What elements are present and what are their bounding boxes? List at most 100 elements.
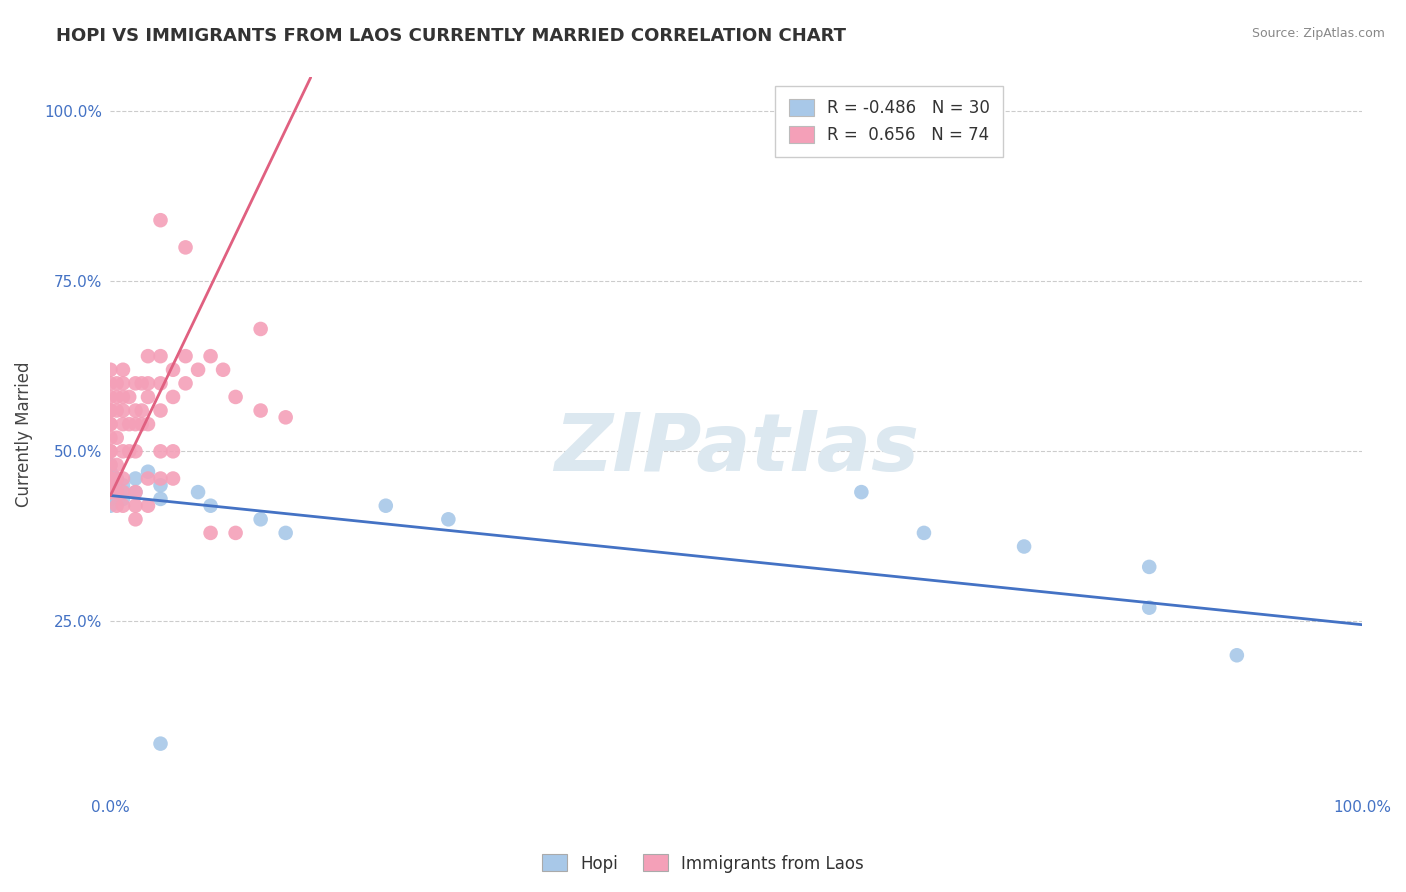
Point	[111, 376, 134, 391]
Point	[111, 471, 134, 485]
Point	[1137, 600, 1160, 615]
Point	[111, 485, 134, 500]
Point	[124, 403, 146, 417]
Point	[437, 512, 460, 526]
Point	[200, 349, 222, 363]
Point	[100, 471, 122, 485]
Point	[131, 376, 153, 391]
Point	[174, 376, 197, 391]
Point	[200, 499, 222, 513]
Point	[1137, 560, 1160, 574]
Point	[124, 485, 146, 500]
Point	[105, 403, 128, 417]
Point	[105, 485, 128, 500]
Point	[131, 403, 153, 417]
Point	[100, 465, 122, 479]
Point	[111, 363, 134, 377]
Point	[100, 485, 122, 500]
Point	[124, 444, 146, 458]
Point	[162, 444, 184, 458]
Point	[162, 390, 184, 404]
Point	[105, 458, 128, 472]
Point	[374, 499, 396, 513]
Point	[100, 403, 122, 417]
Point	[174, 240, 197, 254]
Point	[149, 491, 172, 506]
Point	[100, 363, 122, 377]
Text: HOPI VS IMMIGRANTS FROM LAOS CURRENTLY MARRIED CORRELATION CHART: HOPI VS IMMIGRANTS FROM LAOS CURRENTLY M…	[56, 27, 846, 45]
Point	[249, 512, 271, 526]
Point	[124, 376, 146, 391]
Point	[124, 485, 146, 500]
Point	[225, 525, 247, 540]
Point	[105, 431, 128, 445]
Point	[111, 444, 134, 458]
Point	[124, 512, 146, 526]
Point	[124, 417, 146, 431]
Point	[100, 471, 122, 485]
Point	[249, 403, 271, 417]
Point	[118, 444, 141, 458]
Point	[136, 471, 159, 485]
Point	[124, 471, 146, 485]
Point	[118, 417, 141, 431]
Point	[105, 485, 128, 500]
Point	[149, 444, 172, 458]
Point	[100, 390, 122, 404]
Point	[912, 525, 935, 540]
Point	[100, 471, 122, 485]
Point	[100, 491, 122, 506]
Point	[105, 471, 128, 485]
Point	[118, 390, 141, 404]
Point	[200, 525, 222, 540]
Point	[274, 525, 297, 540]
Point	[149, 737, 172, 751]
Point	[100, 458, 122, 472]
Point	[274, 410, 297, 425]
Point	[162, 471, 184, 485]
Point	[111, 499, 134, 513]
Text: ZIPatlas: ZIPatlas	[554, 409, 918, 488]
Legend: Hopi, Immigrants from Laos: Hopi, Immigrants from Laos	[536, 847, 870, 880]
Point	[100, 417, 122, 431]
Point	[136, 499, 159, 513]
Point	[100, 403, 122, 417]
Point	[249, 322, 271, 336]
Point	[105, 499, 128, 513]
Point	[1012, 540, 1035, 554]
Point	[105, 376, 128, 391]
Point	[149, 478, 172, 492]
Y-axis label: Currently Married: Currently Married	[15, 361, 32, 507]
Point	[225, 390, 247, 404]
Point	[100, 444, 122, 458]
Point	[111, 478, 134, 492]
Point	[174, 349, 197, 363]
Point	[100, 485, 122, 500]
Point	[136, 376, 159, 391]
Point	[149, 471, 172, 485]
Point	[111, 390, 134, 404]
Point	[100, 417, 122, 431]
Point	[105, 390, 128, 404]
Point	[136, 349, 159, 363]
Point	[111, 417, 134, 431]
Point	[105, 485, 128, 500]
Point	[111, 491, 134, 506]
Text: Source: ZipAtlas.com: Source: ZipAtlas.com	[1251, 27, 1385, 40]
Point	[100, 499, 122, 513]
Point	[162, 363, 184, 377]
Point	[136, 465, 159, 479]
Point	[100, 444, 122, 458]
Legend: R = -0.486   N = 30, R =  0.656   N = 74: R = -0.486 N = 30, R = 0.656 N = 74	[775, 86, 1004, 157]
Point	[100, 478, 122, 492]
Point	[100, 376, 122, 391]
Point	[149, 213, 172, 227]
Point	[105, 471, 128, 485]
Point	[149, 403, 172, 417]
Point	[1226, 648, 1249, 663]
Point	[212, 363, 235, 377]
Point	[111, 485, 134, 500]
Point	[124, 499, 146, 513]
Point	[100, 458, 122, 472]
Point	[100, 485, 122, 500]
